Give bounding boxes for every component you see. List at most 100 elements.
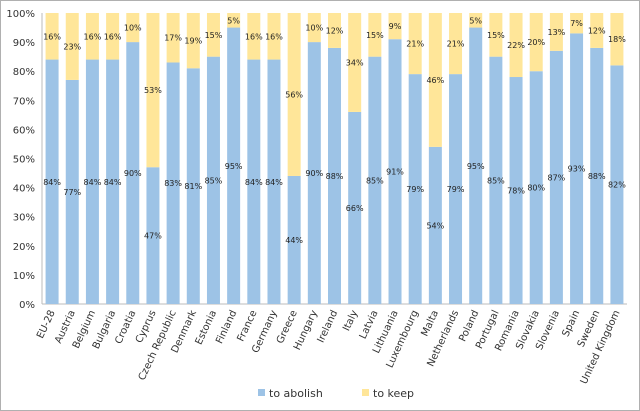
- data-label: 91%: [386, 168, 404, 177]
- x-tick-label: Malta: [419, 309, 441, 339]
- bar-abolish: [307, 42, 321, 304]
- data-label: 16%: [245, 32, 263, 41]
- data-label: 79%: [406, 185, 424, 194]
- bar-abolish: [590, 47, 604, 305]
- bar-abolish: [146, 167, 160, 304]
- data-label: 5%: [469, 16, 482, 25]
- data-label: 87%: [548, 173, 566, 182]
- bar-keep: [610, 13, 624, 66]
- data-label: 84%: [104, 178, 122, 187]
- y-tick-label: 10%: [13, 271, 35, 282]
- bar-abolish: [610, 65, 624, 304]
- bar-abolish: [186, 68, 200, 304]
- data-label: 34%: [346, 58, 364, 67]
- data-label: 22%: [507, 41, 525, 50]
- bar-keep: [186, 13, 200, 69]
- data-label: 66%: [346, 204, 364, 213]
- y-tick-label: 90%: [13, 38, 35, 49]
- data-label: 12%: [588, 26, 606, 35]
- y-tick-label: 80%: [13, 67, 35, 78]
- data-label: 83%: [164, 179, 182, 188]
- bar-keep: [449, 13, 463, 75]
- bar-abolish: [388, 39, 402, 304]
- data-label: 19%: [184, 37, 202, 46]
- bar-abolish: [45, 59, 59, 305]
- data-label: 54%: [426, 221, 444, 230]
- bar-keep: [267, 13, 281, 60]
- bar-abolish: [106, 59, 120, 305]
- y-tick-label: 100%: [6, 9, 35, 20]
- bar-keep: [227, 13, 241, 28]
- bar-keep: [126, 13, 140, 43]
- bar-abolish: [65, 79, 79, 305]
- bar-keep: [166, 13, 180, 63]
- bar-keep: [428, 13, 442, 147]
- data-label: 5%: [227, 16, 240, 25]
- data-label: 9%: [389, 22, 402, 31]
- legend-swatch: [258, 389, 265, 396]
- data-label: 15%: [487, 31, 505, 40]
- data-label: 7%: [570, 19, 583, 28]
- data-label: 85%: [366, 176, 384, 185]
- data-label: 84%: [84, 178, 102, 187]
- bar-abolish: [549, 50, 563, 304]
- bar-keep: [307, 13, 321, 43]
- bar-abolish: [126, 42, 140, 304]
- data-label: 85%: [487, 176, 505, 185]
- bar-keep: [328, 13, 341, 48]
- bar-abolish: [247, 59, 261, 305]
- bar-abolish: [328, 47, 341, 305]
- data-label: 12%: [326, 26, 344, 35]
- data-label: 20%: [527, 38, 545, 47]
- data-label: 44%: [285, 236, 303, 245]
- bar-keep: [388, 13, 402, 40]
- bar-abolish: [428, 146, 442, 304]
- data-label: 84%: [245, 178, 263, 187]
- data-label: 80%: [527, 184, 545, 193]
- data-label: 10%: [124, 24, 142, 33]
- bar-abolish: [408, 74, 422, 304]
- data-label: 18%: [608, 35, 626, 44]
- data-label: 23%: [63, 42, 81, 51]
- bar-abolish: [227, 27, 241, 305]
- bar-abolish: [206, 56, 220, 305]
- bar-keep: [529, 13, 543, 72]
- bar-abolish: [368, 56, 382, 305]
- bar-abolish: [85, 59, 99, 305]
- y-tick-label: 0%: [19, 300, 35, 311]
- bar-abolish: [570, 33, 584, 305]
- data-label: 56%: [285, 90, 303, 99]
- data-label: 81%: [184, 182, 202, 191]
- bar-keep: [570, 13, 584, 34]
- data-label: 90%: [305, 169, 323, 178]
- data-label: 88%: [588, 172, 606, 181]
- bar-keep: [287, 13, 301, 176]
- data-label: 15%: [205, 31, 223, 40]
- data-label: 10%: [305, 24, 323, 33]
- data-label: 84%: [43, 178, 61, 187]
- data-label: 95%: [467, 162, 485, 171]
- bar-keep: [247, 13, 261, 60]
- x-tick-label: Spain: [561, 309, 583, 339]
- data-label: 78%: [507, 187, 525, 196]
- bar-keep: [206, 13, 220, 57]
- bar-keep: [469, 13, 483, 28]
- data-label: 93%: [568, 165, 586, 174]
- bar-keep: [146, 13, 160, 168]
- data-label: 84%: [265, 178, 283, 187]
- data-label: 16%: [104, 32, 122, 41]
- data-label: 53%: [144, 86, 162, 95]
- bar-keep: [549, 13, 563, 51]
- y-tick-label: 30%: [13, 213, 35, 224]
- bar-abolish: [529, 71, 543, 304]
- bar-keep: [106, 13, 120, 60]
- data-label: 16%: [84, 32, 102, 41]
- bar-keep: [85, 13, 99, 60]
- y-tick-label: 60%: [13, 125, 35, 136]
- bar-abolish: [348, 111, 362, 304]
- data-label: 88%: [326, 172, 344, 181]
- data-label: 85%: [205, 176, 223, 185]
- legend-swatch: [362, 389, 369, 396]
- data-label: 17%: [164, 34, 182, 43]
- data-label: 95%: [225, 162, 243, 171]
